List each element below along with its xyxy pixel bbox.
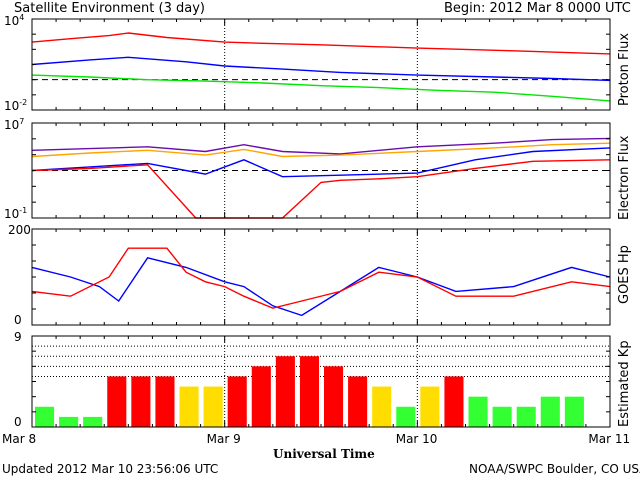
y-tick-exponent: -2	[19, 98, 28, 107]
y-tick-label: 107	[4, 117, 24, 132]
kp-bar	[203, 386, 223, 427]
y-tick-label: 10-2	[4, 98, 27, 113]
series-blue-line	[31, 56, 611, 82]
y-tick-label: 104	[4, 13, 24, 28]
updated-timestamp: Updated 2012 Mar 10 23:56:06 UTC	[2, 462, 219, 476]
y-tick-base: 10	[4, 14, 20, 28]
kp-bar	[540, 396, 560, 427]
kp-bar	[275, 356, 295, 427]
y-tick-label: 9	[14, 330, 22, 344]
series-green-line	[31, 74, 611, 102]
y-tick-base: 10	[4, 118, 20, 132]
kp-bar	[492, 406, 512, 427]
kp-bar	[372, 386, 392, 427]
kp-bar	[564, 396, 584, 427]
panel-label: Electron Flux	[617, 135, 632, 220]
kp-bar	[179, 386, 199, 427]
x-tick-label: Mar 9	[206, 432, 241, 446]
series-red-line	[31, 32, 611, 55]
kp-bar	[155, 376, 175, 427]
kp-bar	[299, 356, 319, 427]
series-red-line	[31, 247, 611, 309]
panel-label: Proton Flux	[617, 33, 632, 107]
begin-time: Begin: 2012 Mar 8 0000 UTC	[444, 1, 631, 16]
y-tick-base: 10	[4, 207, 20, 221]
chart-title: Satellite Environment (3 day)	[14, 1, 205, 16]
y-tick-exponent: -1	[19, 206, 28, 215]
panel-frame	[31, 18, 611, 111]
y-tick-label: 0	[14, 313, 22, 327]
x-tick-label: Mar 11	[588, 432, 631, 446]
series-orange-line	[31, 142, 611, 158]
kp-bar	[227, 376, 247, 427]
kp-bar	[468, 396, 488, 427]
kp-bar	[251, 366, 271, 427]
kp-bar	[324, 366, 344, 427]
kp-bar	[59, 416, 79, 427]
series-purple-line	[31, 137, 611, 155]
kp-bar	[420, 386, 440, 427]
x-tick-label: Mar 10	[395, 432, 438, 446]
series-blue-line	[31, 257, 611, 317]
kp-bar	[35, 406, 55, 427]
series-red-line	[31, 159, 611, 219]
credit-text: NOAA/SWPC Boulder, CO USA	[469, 462, 640, 476]
kp-bar	[396, 406, 416, 427]
kp-bar	[516, 406, 536, 427]
series-blue-line	[31, 147, 611, 178]
y-tick-label: 10-1	[4, 206, 27, 221]
kp-bar	[444, 376, 464, 427]
panel-label: Estimated Kp	[617, 340, 632, 428]
y-tick-base: 10	[4, 99, 20, 113]
y-tick-label: 200	[8, 223, 31, 237]
panel-frame	[31, 228, 611, 326]
x-axis-title: Universal Time	[273, 447, 375, 461]
kp-bar	[107, 376, 127, 427]
kp-bar	[131, 376, 151, 427]
y-tick-label: 0	[14, 415, 22, 429]
panel-label: GOES Hp	[617, 244, 632, 304]
x-tick-label: Mar 8	[2, 432, 37, 446]
y-tick-exponent: 4	[19, 13, 25, 22]
y-tick-exponent: 7	[19, 117, 25, 126]
kp-bar	[83, 416, 103, 427]
kp-bar	[348, 376, 368, 427]
